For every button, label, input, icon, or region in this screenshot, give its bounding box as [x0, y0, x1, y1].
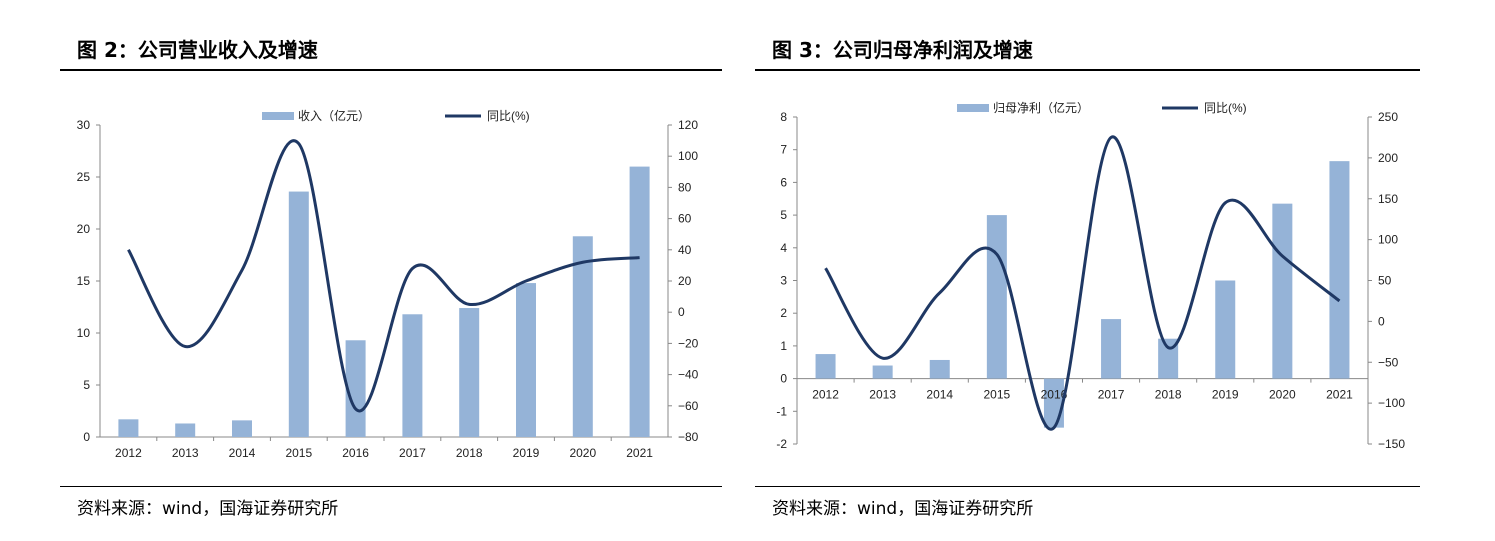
- source-note: 资料来源：wind，国海证券研究所: [772, 499, 1034, 519]
- x-tick-label: 2017: [399, 446, 426, 460]
- y-tick-label: 15: [77, 274, 91, 288]
- y-tick-label: 0: [83, 430, 90, 444]
- bar: [232, 420, 252, 437]
- y-tick-label: 2: [780, 306, 787, 320]
- x-tick-label: 2021: [626, 446, 653, 460]
- legend-line-label: 同比(%): [1204, 101, 1247, 115]
- y2-tick-label: 250: [1378, 110, 1398, 124]
- bar: [629, 166, 650, 437]
- chart-title-profit: 图 3：公司归母净利润及增速: [772, 38, 1033, 62]
- bar: [459, 308, 480, 437]
- bar: [288, 191, 309, 437]
- y2-tick-label: −60: [678, 399, 699, 413]
- bar: [1272, 203, 1293, 379]
- y-tick-label: 20: [77, 222, 91, 236]
- x-tick-label: 2012: [812, 388, 839, 402]
- y2-tick-label: −20: [678, 336, 699, 350]
- y-tick-label: 1: [780, 339, 787, 353]
- y-tick-label: 7: [780, 143, 787, 157]
- x-tick-label: 2013: [869, 388, 896, 402]
- x-tick-label: 2020: [569, 446, 596, 460]
- y-tick-label: 5: [780, 208, 787, 222]
- yoy-line: [824, 135, 1341, 431]
- legend-bar-label: 归母净利（亿元）: [993, 100, 1089, 115]
- y2-tick-label: 100: [678, 149, 698, 163]
- y2-tick-label: 20: [678, 274, 692, 288]
- y2-tick-label: 0: [678, 305, 685, 319]
- x-tick-label: 2016: [342, 446, 369, 460]
- y2-tick-label: −100: [1378, 396, 1405, 410]
- source-divider: [755, 486, 1420, 487]
- source-divider: [60, 486, 722, 487]
- y2-tick-label: 150: [1378, 192, 1398, 206]
- x-tick-label: 2017: [1098, 388, 1125, 402]
- y-tick-label: 0: [780, 372, 787, 386]
- x-tick-label: 2012: [115, 446, 142, 460]
- x-tick-label: 2015: [285, 446, 312, 460]
- y2-tick-label: 50: [1378, 274, 1392, 288]
- bar: [815, 354, 836, 379]
- source-note: 资料来源：wind，国海证券研究所: [77, 499, 339, 519]
- legend-bar-label: 收入（亿元）: [298, 108, 370, 123]
- bar: [175, 423, 196, 437]
- x-tick-label: 2019: [1212, 388, 1239, 402]
- y2-tick-label: 100: [1378, 233, 1398, 247]
- bar: [872, 365, 893, 379]
- y-tick-label: 8: [780, 110, 787, 124]
- bar: [1329, 161, 1350, 379]
- legend-bar-swatch: [262, 112, 294, 120]
- x-tick-label: 2015: [983, 388, 1010, 402]
- y2-tick-label: −150: [1378, 437, 1405, 451]
- y2-tick-label: 60: [678, 212, 692, 226]
- x-tick-label: 2021: [1326, 388, 1353, 402]
- y2-tick-label: 120: [678, 118, 698, 132]
- x-tick-label: 2018: [1155, 388, 1182, 402]
- x-tick-label: 2014: [229, 446, 256, 460]
- y-tick-label: 10: [77, 326, 91, 340]
- y-tick-label: 4: [780, 241, 787, 255]
- y2-tick-label: 80: [678, 180, 692, 194]
- x-tick-label: 2014: [926, 388, 953, 402]
- bar: [516, 283, 536, 437]
- yoy-line: [127, 139, 640, 413]
- y2-tick-label: 0: [1378, 314, 1385, 328]
- x-tick-label: 2020: [1269, 388, 1296, 402]
- y-tick-label: 6: [780, 175, 787, 189]
- bar: [1101, 319, 1122, 379]
- x-tick-label: 2019: [513, 446, 540, 460]
- x-tick-label: 2013: [172, 446, 199, 460]
- y-tick-label: -1: [776, 404, 787, 418]
- y2-tick-label: −50: [1378, 355, 1399, 369]
- x-tick-label: 2016: [1041, 388, 1068, 402]
- chart-title-revenue: 图 2：公司营业收入及增速: [77, 38, 318, 62]
- bar: [572, 236, 593, 437]
- y2-tick-label: 200: [1378, 151, 1398, 165]
- y2-tick-label: 40: [678, 243, 692, 257]
- y-tick-label: 3: [780, 274, 787, 288]
- legend-bar-swatch: [957, 104, 989, 112]
- bar: [986, 215, 1007, 379]
- y-tick-label: 25: [77, 170, 91, 184]
- title-divider: [60, 69, 722, 71]
- title-divider: [755, 69, 1420, 71]
- bar: [1215, 280, 1236, 379]
- x-tick-label: 2018: [456, 446, 483, 460]
- y-tick-label: 30: [77, 118, 91, 132]
- y2-tick-label: −80: [678, 430, 699, 444]
- legend-line-label: 同比(%): [487, 109, 530, 123]
- y-tick-label: -2: [776, 437, 787, 451]
- bar: [402, 314, 423, 437]
- y-tick-label: 5: [83, 378, 90, 392]
- bar: [345, 340, 366, 437]
- bar: [929, 359, 950, 379]
- bar: [118, 419, 139, 437]
- bar: [1043, 378, 1064, 428]
- y2-tick-label: −40: [678, 368, 699, 382]
